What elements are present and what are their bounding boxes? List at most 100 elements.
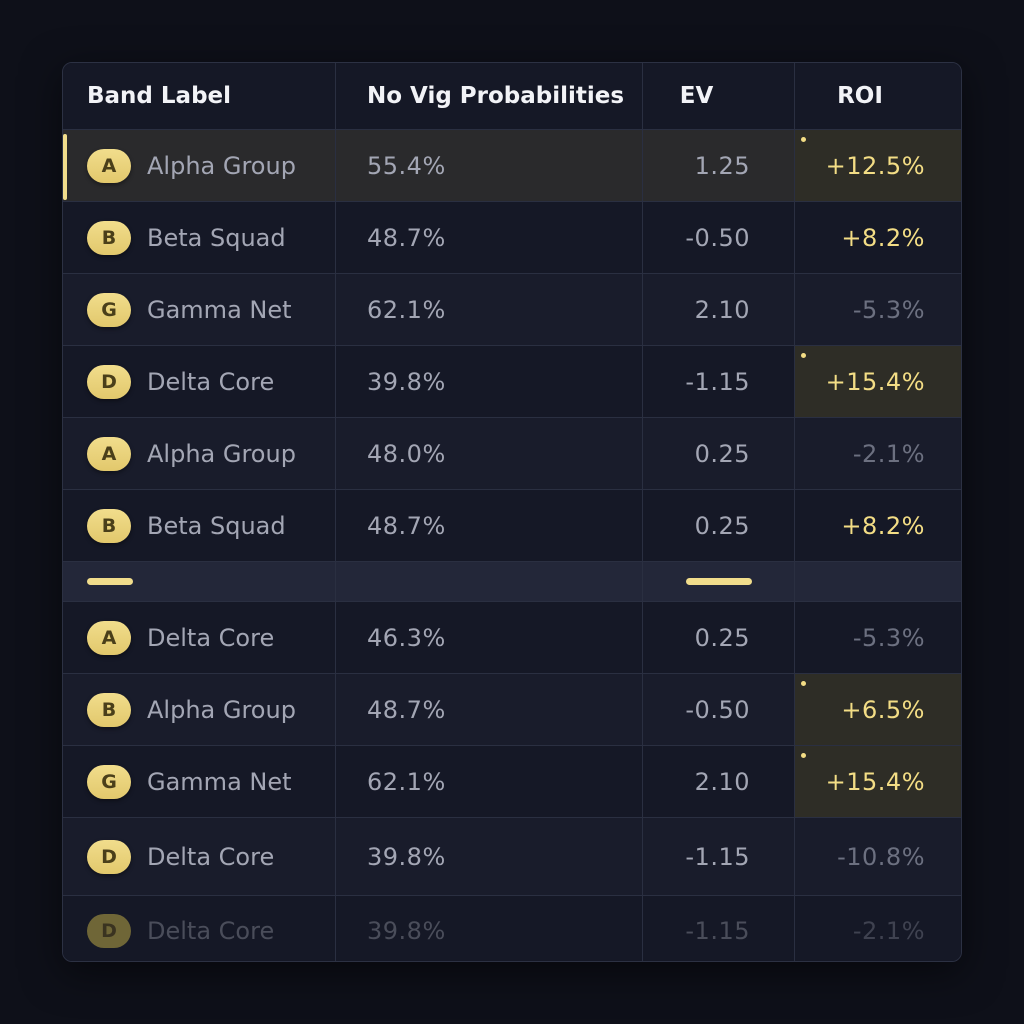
band-name: Delta Core bbox=[147, 623, 275, 652]
table-row[interactable]: D Delta Core 39.8% -1.15 +15.4% bbox=[63, 346, 961, 418]
band-badge: D bbox=[87, 839, 131, 874]
ev-value: 0.25 bbox=[694, 439, 750, 468]
probability-cell: 48.7% bbox=[336, 674, 643, 745]
probability-cell: 48.7% bbox=[336, 202, 643, 273]
separator-handle[interactable] bbox=[87, 578, 133, 585]
band-label-cell: D Delta Core bbox=[63, 818, 336, 895]
ev-value: 0.25 bbox=[694, 511, 750, 540]
probability-cell: 62.1% bbox=[336, 746, 643, 817]
probability-cell: 48.7% bbox=[336, 490, 643, 561]
band-label-cell: B Beta Squad bbox=[63, 490, 336, 561]
ev-cell: 2.10 bbox=[643, 746, 795, 817]
table-row[interactable]: D Delta Core 39.8% -1.15 -2.1% bbox=[63, 896, 961, 961]
separator-cell bbox=[63, 562, 336, 601]
header-ev[interactable]: EV bbox=[643, 63, 795, 129]
probability-value: 48.7% bbox=[367, 223, 446, 252]
roi-cell: -2.1% bbox=[795, 418, 961, 489]
table-row[interactable]: D Delta Core 39.8% -1.15 -10.8% bbox=[63, 818, 961, 896]
data-table: Band Label No Vig Probabilities EV ROI A… bbox=[62, 62, 962, 962]
table-row[interactable]: B Beta Squad 48.7% 0.25 +8.2% bbox=[63, 490, 961, 562]
ev-cell: 0.25 bbox=[643, 602, 795, 673]
ev-value: -0.50 bbox=[685, 223, 750, 252]
roi-value: -5.3% bbox=[852, 295, 925, 324]
ev-value: -1.15 bbox=[685, 367, 750, 396]
roi-value: -2.1% bbox=[852, 917, 925, 945]
ev-value: 2.10 bbox=[694, 767, 750, 796]
separator-cell bbox=[795, 562, 961, 601]
band-name: Delta Core bbox=[147, 917, 275, 945]
ev-value: 0.25 bbox=[694, 623, 750, 652]
probability-cell: 39.8% bbox=[336, 896, 643, 961]
band-badge: B bbox=[87, 692, 131, 727]
highlight-dot-icon bbox=[801, 353, 806, 358]
roi-value: +15.4% bbox=[825, 367, 925, 396]
roi-value: -2.1% bbox=[852, 439, 925, 468]
roi-cell: -2.1% bbox=[795, 896, 961, 961]
probability-cell: 39.8% bbox=[336, 818, 643, 895]
band-label-cell: D Delta Core bbox=[63, 346, 336, 417]
table-row[interactable]: A Alpha Group 55.4% 1.25 +12.5% bbox=[63, 130, 961, 202]
ev-cell: -1.15 bbox=[643, 346, 795, 417]
band-label-cell: G Gamma Net bbox=[63, 274, 336, 345]
separator-handle[interactable] bbox=[686, 578, 752, 585]
band-label-cell: D Delta Core bbox=[63, 896, 336, 961]
separator-cell bbox=[336, 562, 643, 601]
probability-value: 39.8% bbox=[367, 367, 446, 396]
band-badge: A bbox=[87, 436, 131, 471]
table-row[interactable]: G Gamma Net 62.1% 2.10 -5.3% bbox=[63, 274, 961, 346]
highlight-dot-icon bbox=[801, 681, 806, 686]
probability-value: 46.3% bbox=[367, 623, 446, 652]
band-badge: B bbox=[87, 220, 131, 255]
probability-value: 55.4% bbox=[367, 151, 446, 180]
roi-cell: -10.8% bbox=[795, 818, 961, 895]
band-name: Alpha Group bbox=[147, 439, 296, 468]
band-name: Alpha Group bbox=[147, 151, 296, 180]
header-band-label[interactable]: Band Label bbox=[63, 63, 336, 129]
band-badge: A bbox=[87, 620, 131, 655]
group-separator bbox=[63, 562, 961, 602]
ev-cell: 0.25 bbox=[643, 490, 795, 561]
probability-value: 48.7% bbox=[367, 511, 446, 540]
header-roi[interactable]: ROI bbox=[837, 83, 883, 109]
roi-value: +12.5% bbox=[825, 151, 925, 180]
band-label-cell: B Alpha Group bbox=[63, 674, 336, 745]
probability-value: 39.8% bbox=[367, 917, 446, 945]
probability-cell: 62.1% bbox=[336, 274, 643, 345]
probability-value: 39.8% bbox=[367, 842, 446, 871]
selection-indicator bbox=[63, 134, 67, 200]
table-row[interactable]: A Delta Core 46.3% 0.25 -5.3% bbox=[63, 602, 961, 674]
band-badge: G bbox=[87, 292, 131, 327]
band-name: Alpha Group bbox=[147, 695, 296, 724]
band-name: Gamma Net bbox=[147, 295, 292, 324]
ev-cell: -0.50 bbox=[643, 674, 795, 745]
header-no-vig-probabilities[interactable]: No Vig Probabilities bbox=[336, 63, 643, 129]
table-row[interactable]: A Alpha Group 48.0% 0.25 -2.1% bbox=[63, 418, 961, 490]
highlight-dot-icon bbox=[801, 753, 806, 758]
roi-cell: +15.4% bbox=[795, 346, 961, 417]
ev-value: -1.15 bbox=[685, 842, 750, 871]
probability-value: 48.7% bbox=[367, 695, 446, 724]
roi-value: -10.8% bbox=[837, 842, 925, 871]
band-badge: D bbox=[87, 914, 131, 948]
band-badge: G bbox=[87, 764, 131, 799]
band-label-cell: B Beta Squad bbox=[63, 202, 336, 273]
table-row[interactable]: G Gamma Net 62.1% 2.10 +15.4% bbox=[63, 746, 961, 818]
probability-cell: 55.4% bbox=[336, 130, 643, 201]
roi-cell: +12.5% bbox=[795, 130, 961, 201]
probability-value: 48.0% bbox=[367, 439, 446, 468]
table-row[interactable]: B Beta Squad 48.7% -0.50 +8.2% bbox=[63, 202, 961, 274]
band-badge: A bbox=[87, 148, 131, 183]
ev-cell: -1.15 bbox=[643, 896, 795, 961]
ev-cell: 2.10 bbox=[643, 274, 795, 345]
band-label-cell: A Delta Core bbox=[63, 602, 336, 673]
band-name: Beta Squad bbox=[147, 511, 286, 540]
ev-value: 2.10 bbox=[694, 295, 750, 324]
roi-value: +8.2% bbox=[841, 223, 925, 252]
ev-cell: -1.15 bbox=[643, 818, 795, 895]
table-row[interactable]: B Alpha Group 48.7% -0.50 +6.5% bbox=[63, 674, 961, 746]
roi-value: +6.5% bbox=[841, 695, 925, 724]
probability-value: 62.1% bbox=[367, 767, 446, 796]
roi-cell: +15.4% bbox=[795, 746, 961, 817]
ev-value: 1.25 bbox=[694, 151, 750, 180]
band-badge: D bbox=[87, 364, 131, 399]
